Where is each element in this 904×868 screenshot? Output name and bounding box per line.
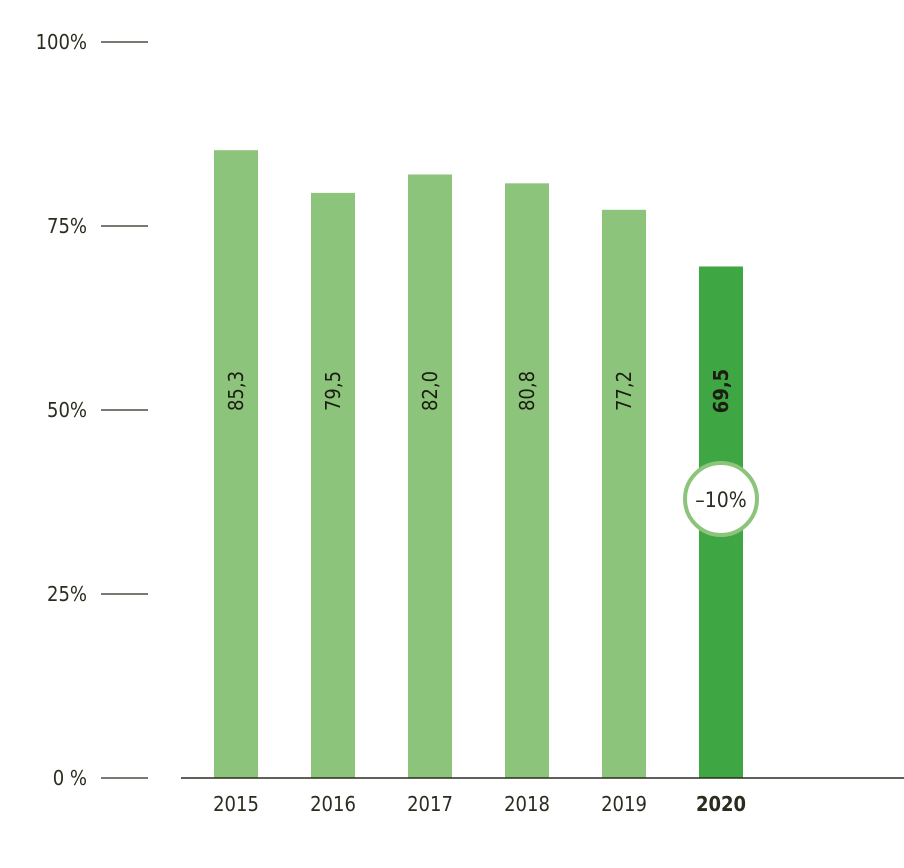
value-label-2020: 69,5 <box>709 369 733 413</box>
bar-2015 <box>214 150 258 778</box>
bar-2017 <box>408 174 452 779</box>
value-label-2016: 79,5 <box>321 371 345 411</box>
value-label-2019: 77,2 <box>612 371 636 411</box>
x-tick-label-2018: 2018 <box>504 792 550 816</box>
value-label-2017: 82,0 <box>418 371 442 411</box>
bars <box>214 150 743 779</box>
x-tick-label-2015: 2015 <box>213 792 259 816</box>
y-tick-label-100: 100% <box>36 30 87 54</box>
x-tick-label-2020: 2020 <box>696 792 746 816</box>
bar-2018 <box>505 183 549 778</box>
x-tick-label-2016: 2016 <box>310 792 356 816</box>
y-tick-label-25: 25% <box>47 582 87 606</box>
x-tick-label-2017: 2017 <box>407 792 453 816</box>
y-tick-label-0: 0 % <box>53 766 87 790</box>
y-axis: 0 % 25% 50% 75% 100% <box>36 30 148 790</box>
change-badge-label: –10% <box>695 488 746 512</box>
y-tick-label-75: 75% <box>47 214 87 238</box>
bar-2019 <box>602 209 646 779</box>
value-label-2018: 80,8 <box>515 371 539 411</box>
change-badge <box>683 461 759 537</box>
value-labels: 85,3 79,5 82,0 80,8 77,2 69,5 <box>224 369 733 413</box>
annotation: –10% <box>683 461 759 537</box>
x-axis: 2015 2016 2017 2018 2019 2020 <box>181 777 904 816</box>
bar-2016 <box>311 192 355 778</box>
value-label-2015: 85,3 <box>224 371 248 411</box>
y-tick-label-50: 50% <box>47 398 87 422</box>
x-tick-label-2019: 2019 <box>601 792 647 816</box>
